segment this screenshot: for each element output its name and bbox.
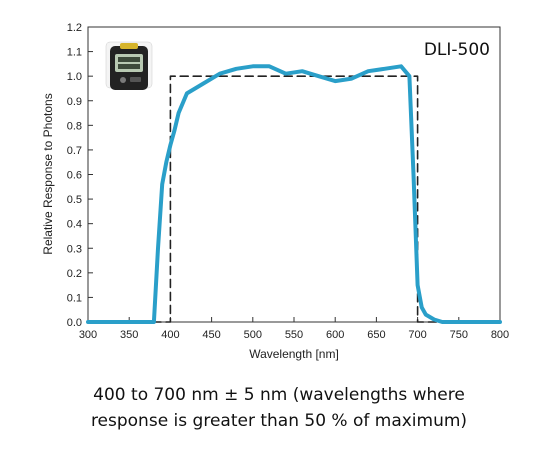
x-tick-label: 600 xyxy=(326,329,344,341)
caption-line-1: 400 to 700 nm ± 5 nm (wavelengths where xyxy=(93,385,465,405)
y-tick-label: 0.8 xyxy=(67,120,82,132)
y-tick-label: 0.5 xyxy=(67,194,82,206)
x-axis-title: Wavelength [nm] xyxy=(249,347,339,361)
y-tick-label: 1.2 xyxy=(67,22,82,34)
x-tick-label: 500 xyxy=(244,329,262,341)
x-tick-label: 700 xyxy=(408,329,426,341)
x-tick-label: 550 xyxy=(285,329,303,341)
series-layer xyxy=(86,64,502,324)
y-axis-ticks: 0.0 0.1 0.2 0.3 0.4 0.5 0.6 0.7 0.8 0.9 1.0 1.1 1.2 xyxy=(67,22,93,329)
x-tick-label: 800 xyxy=(491,329,509,341)
x-tick-label: 400 xyxy=(161,329,179,341)
product-label: DLI-500 xyxy=(424,40,490,60)
y-tick-label: 1.1 xyxy=(67,47,82,59)
chart: 300 350 400 450 500 550 600 650 700 750 800 0.0 0.1… xyxy=(41,22,509,361)
y-tick-label: 0.0 xyxy=(67,317,82,329)
y-tick-label: 0.6 xyxy=(67,170,82,182)
caption-line-2: response is greater than 50 % of maximum… xyxy=(90,411,468,431)
y-tick-label: 0.4 xyxy=(67,219,82,231)
response-curve-line xyxy=(86,64,502,324)
x-tick-label: 350 xyxy=(120,329,138,341)
y-tick-label: 0.1 xyxy=(67,292,82,304)
y-tick-label: 0.2 xyxy=(67,268,82,280)
dli-meter-device-icon xyxy=(105,41,153,90)
caption: 400 to 700 nm ± 5 nm (wavelengths where … xyxy=(0,382,558,434)
y-tick-label: 1.0 xyxy=(67,71,82,83)
y-tick-label: 0.7 xyxy=(67,145,82,157)
y-tick-label: 0.9 xyxy=(67,96,82,108)
reference-box-line xyxy=(87,75,501,323)
x-tick-label: 450 xyxy=(202,329,220,341)
x-tick-label: 300 xyxy=(79,329,97,341)
y-axis-title: Relative Response to Photons xyxy=(41,93,55,254)
y-tick-label: 0.3 xyxy=(67,243,82,255)
x-tick-label: 750 xyxy=(450,329,468,341)
x-tick-label: 650 xyxy=(367,329,385,341)
